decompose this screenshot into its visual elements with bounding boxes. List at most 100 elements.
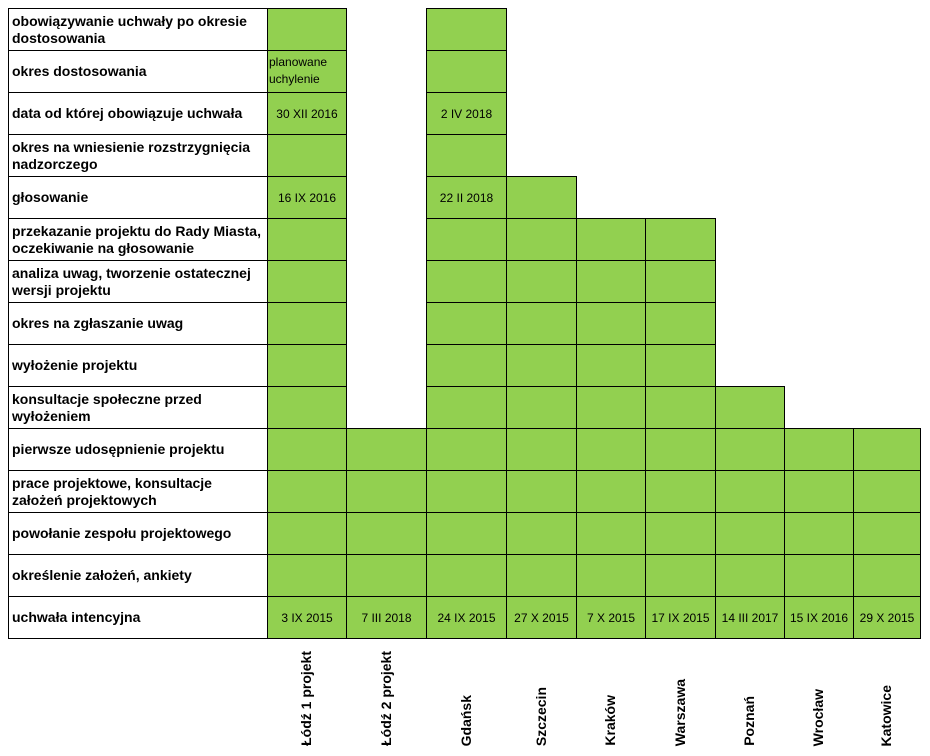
row-label: konsultacje społeczne przed wyłożeniem [8,386,268,429]
cell-date-label: planowane uchylenie [269,55,328,86]
timeline-cell [267,344,347,387]
cell-date-label: 14 III 2017 [721,610,779,625]
cell-date-label: 27 X 2015 [514,610,569,625]
city-label: Kraków [602,695,618,746]
timeline-cell [715,596,785,639]
timeline-cell [426,344,507,387]
timeline-cell [715,470,785,513]
timeline-cell [576,428,646,471]
timeline-cell [426,596,507,639]
timeline-cell [506,260,577,303]
timeline-cell [506,596,577,639]
timeline-cell [506,218,577,261]
timeline-cell [426,50,507,93]
cell-date-label: 2 IV 2018 [440,106,493,121]
timeline-cell [267,428,347,471]
timeline-cell [346,428,427,471]
timeline-cell [426,512,507,555]
timeline-cell [715,512,785,555]
timeline-cell [853,428,921,471]
cell-date-label: 17 IX 2015 [651,610,710,625]
row-label: okres na wniesienie rozstrzygnięcia nadz… [8,134,268,177]
timeline-cell [784,470,854,513]
timeline-cell [645,554,716,597]
timeline-cell [645,218,716,261]
timeline-cell [645,302,716,345]
row-label: analiza uwag, tworzenie ostatecznej wers… [8,260,268,303]
timeline-cell [426,470,507,513]
timeline-cell [346,470,427,513]
timeline-cell [853,596,921,639]
cell-date-label: 29 X 2015 [859,610,915,625]
timeline-cell [426,386,507,429]
timeline-cell [267,50,347,93]
row-label: data od której obowiązuje uchwała [8,92,268,135]
row-label: określenie założeń, ankiety [8,554,268,597]
timeline-cell [645,344,716,387]
timeline-cell [784,512,854,555]
row-label: głosowanie [8,176,268,219]
timeline-cell [267,134,347,177]
row-label: prace projektowe, konsultacje założeń pr… [8,470,268,513]
row-label: obowiązywanie uchwały po okresie dostoso… [8,8,268,51]
timeline-cell [576,302,646,345]
timeline-cell [426,260,507,303]
timeline-cell [853,470,921,513]
city-label: Gdańsk [457,694,474,746]
cell-date-label: 24 IX 2015 [437,610,496,625]
city-label: Katowice [878,684,894,746]
row-label: pierwsze udosępnienie projektu [8,428,268,471]
timeline-cell [853,554,921,597]
timeline-cell [576,554,646,597]
timeline-cell [645,512,716,555]
cell-date-label: 7 X 2015 [586,610,636,625]
timeline-cell [267,8,347,51]
row-label: przekazanie projektu do Rady Miasta, ocz… [8,218,268,261]
timeline-cell [506,176,577,219]
timeline-cell [576,218,646,261]
timeline-cell [506,344,577,387]
timeline-cell [267,218,347,261]
row-label: wyłożenie projektu [8,344,268,387]
city-label: Warszawa [671,678,688,746]
timeline-cell [267,92,347,135]
city-label: Szczecin [532,686,549,746]
cell-date-label: 15 IX 2016 [789,610,849,625]
timeline-cell [784,596,854,639]
timeline-cell [426,134,507,177]
timeline-cell [506,302,577,345]
timeline-cell [784,554,854,597]
timeline-cell [426,554,507,597]
timeline-cell [426,218,507,261]
timeline-cell [426,302,507,345]
timeline-cell [645,428,716,471]
timeline-cell [715,428,785,471]
timeline-cell [346,554,427,597]
timeline-cell [267,386,347,429]
row-label: okres dostosowania [8,50,268,93]
cell-date-label: 22 II 2018 [439,190,494,205]
city-label: Wrocław [810,688,826,746]
timeline-cell [346,596,427,639]
timeline-cell [426,92,507,135]
timeline-cell [426,8,507,51]
cell-date-label: 7 III 2018 [361,610,412,625]
timeline-cell [346,512,427,555]
timeline-cell [267,302,347,345]
timeline-cell [506,470,577,513]
timeline-cell [506,428,577,471]
timeline-cell [645,260,716,303]
timeline-cell [784,428,854,471]
timeline-cell [506,554,577,597]
timeline-cell [715,554,785,597]
timeline-cell [645,386,716,429]
timeline-cell [506,386,577,429]
timeline-cell [506,512,577,555]
city-label: Łódź 1 projekt [298,651,314,746]
timeline-cell [645,470,716,513]
row-label: powołanie zespołu projektowego [8,512,268,555]
timeline-cell [426,176,507,219]
row-label: uchwała intencyjna [8,596,268,639]
timeline-cell [267,470,347,513]
